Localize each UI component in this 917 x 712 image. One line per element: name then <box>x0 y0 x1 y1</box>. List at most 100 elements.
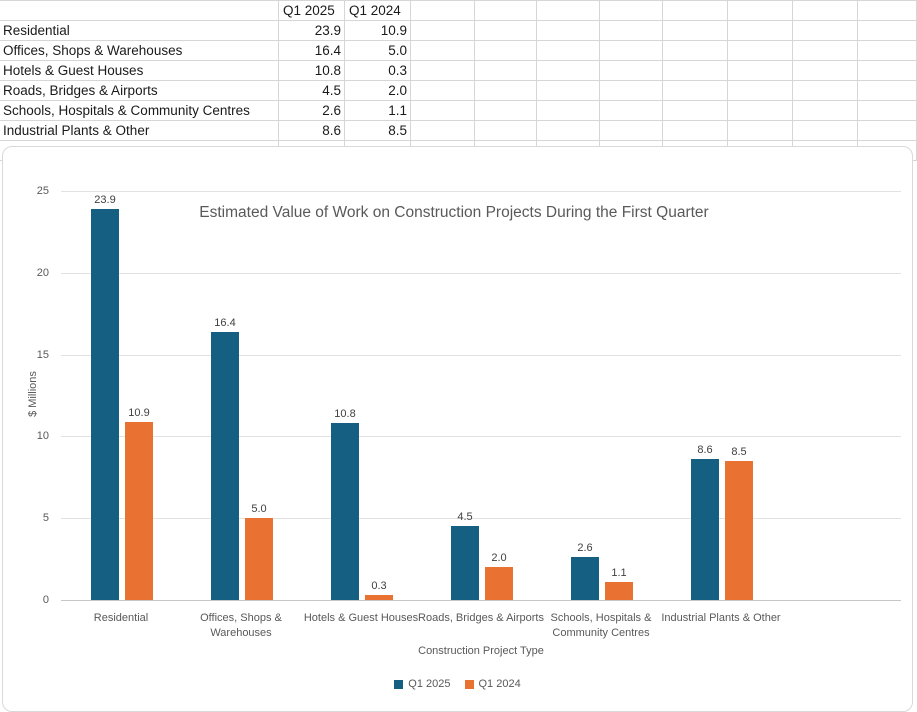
chart[interactable]: 0 5 10 15 20 25 23.9 16.4 10.8 4.5 2.6 8.6 10.9 5.0 0.… <box>2 146 913 712</box>
empty-cell[interactable] <box>858 41 917 61</box>
empty-cell[interactable] <box>537 81 600 101</box>
empty-cell[interactable] <box>728 81 793 101</box>
empty-cell[interactable] <box>663 121 728 141</box>
empty-cell[interactable] <box>537 61 600 81</box>
empty-cell[interactable] <box>793 101 858 121</box>
bar-q1-2024-residential[interactable] <box>125 421 153 600</box>
value-cell[interactable]: 10.9 <box>345 21 411 41</box>
row-label-cell[interactable]: Residential <box>0 21 279 41</box>
empty-cell[interactable] <box>411 101 475 121</box>
bar-q1-2025-industrial-plants-other[interactable] <box>691 459 719 600</box>
row-label-cell[interactable]: Hotels & Guest Houses <box>0 61 279 81</box>
empty-cell[interactable] <box>475 101 537 121</box>
empty-cell[interactable] <box>793 41 858 61</box>
bar-q1-2024-hotels-guest-houses[interactable] <box>365 595 393 600</box>
gridline <box>61 355 901 356</box>
empty-cell[interactable] <box>475 61 537 81</box>
empty-cell[interactable] <box>793 21 858 41</box>
column-header-cell[interactable]: Q1 2025 <box>279 1 345 21</box>
value-cell[interactable]: 8.6 <box>279 121 345 141</box>
empty-cell[interactable] <box>537 101 600 121</box>
data-label: 2.6 <box>577 542 593 555</box>
empty-cell[interactable] <box>663 61 728 81</box>
value-cell[interactable]: 8.5 <box>345 121 411 141</box>
legend: Q1 2025 Q1 2024 <box>3 678 912 691</box>
legend-item-q1-2025[interactable]: Q1 2025 <box>394 678 451 691</box>
empty-cell[interactable] <box>858 61 917 81</box>
empty-cell[interactable] <box>411 21 475 41</box>
bar-q1-2025-roads-bridges-airports[interactable] <box>451 526 479 600</box>
empty-cell[interactable] <box>600 81 663 101</box>
empty-cell[interactable] <box>600 121 663 141</box>
empty-cell[interactable] <box>537 21 600 41</box>
empty-cell[interactable] <box>537 1 600 21</box>
empty-cell[interactable] <box>793 61 858 81</box>
empty-cell[interactable] <box>600 61 663 81</box>
empty-cell[interactable] <box>728 101 793 121</box>
chart-title[interactable]: Estimated Value of Work on Construction … <box>199 204 709 221</box>
empty-cell[interactable] <box>475 1 537 21</box>
empty-cell[interactable] <box>858 81 917 101</box>
value-cell[interactable]: 4.5 <box>279 81 345 101</box>
value-cell[interactable]: 1.1 <box>345 101 411 121</box>
empty-cell[interactable] <box>411 1 475 21</box>
empty-cell[interactable] <box>663 41 728 61</box>
empty-cell[interactable] <box>663 101 728 121</box>
empty-cell[interactable] <box>728 41 793 61</box>
empty-cell[interactable] <box>728 121 793 141</box>
empty-cell[interactable] <box>600 41 663 61</box>
empty-cell[interactable] <box>475 41 537 61</box>
empty-cell[interactable] <box>728 21 793 41</box>
empty-cell[interactable] <box>475 21 537 41</box>
empty-cell[interactable] <box>793 81 858 101</box>
empty-cell[interactable] <box>411 121 475 141</box>
row-label-cell[interactable]: Roads, Bridges & Airports <box>0 81 279 101</box>
row-label-cell[interactable]: Schools, Hospitals & Community Centres <box>0 101 279 121</box>
empty-cell[interactable] <box>537 41 600 61</box>
value-cell[interactable]: 23.9 <box>279 21 345 41</box>
legend-item-q1-2024[interactable]: Q1 2024 <box>464 678 521 691</box>
value-cell[interactable]: 5.0 <box>345 41 411 61</box>
row-label-cell[interactable]: Offices, Shops & Warehouses <box>0 41 279 61</box>
empty-cell[interactable] <box>793 1 858 21</box>
value-cell[interactable]: 10.8 <box>279 61 345 81</box>
data-label: 4.5 <box>457 511 473 524</box>
bar-q1-2024-roads-bridges-airports[interactable] <box>485 567 513 600</box>
empty-cell[interactable] <box>728 61 793 81</box>
value-cell[interactable]: 2.6 <box>279 101 345 121</box>
empty-cell[interactable] <box>537 121 600 141</box>
bar-q1-2025-schools-hospitals-community-centres[interactable] <box>571 557 599 600</box>
value-cell[interactable]: 16.4 <box>279 41 345 61</box>
value-cell[interactable]: 0.3 <box>345 61 411 81</box>
gridline <box>61 273 901 274</box>
empty-cell[interactable] <box>663 1 728 21</box>
empty-cell[interactable] <box>411 61 475 81</box>
row-label-cell[interactable]: Industrial Plants & Other <box>0 121 279 141</box>
bar-q1-2024-schools-hospitals-community-centres[interactable] <box>605 582 633 600</box>
empty-cell[interactable] <box>858 101 917 121</box>
empty-cell[interactable] <box>475 81 537 101</box>
empty-cell[interactable] <box>728 1 793 21</box>
empty-cell[interactable] <box>600 21 663 41</box>
bar-q1-2025-offices-shops-warehouses[interactable] <box>211 331 239 600</box>
x-axis-title[interactable]: Construction Project Type <box>418 645 544 657</box>
empty-cell[interactable] <box>663 21 728 41</box>
empty-cell[interactable] <box>663 81 728 101</box>
empty-cell[interactable] <box>793 121 858 141</box>
column-header-cell[interactable]: Q1 2024 <box>345 1 411 21</box>
bar-q1-2025-residential[interactable] <box>91 208 119 600</box>
empty-cell[interactable] <box>600 101 663 121</box>
empty-cell[interactable] <box>858 1 917 21</box>
y-axis-title[interactable]: $ Millions <box>27 371 39 417</box>
empty-cell[interactable] <box>858 21 917 41</box>
empty-cell[interactable] <box>411 81 475 101</box>
empty-cell[interactable] <box>475 121 537 141</box>
bar-q1-2025-hotels-guest-houses[interactable] <box>331 423 359 600</box>
empty-cell[interactable] <box>600 1 663 21</box>
empty-cell[interactable] <box>858 121 917 141</box>
bar-q1-2024-offices-shops-warehouses[interactable] <box>245 518 273 600</box>
bar-q1-2024-industrial-plants-other[interactable] <box>725 460 753 600</box>
empty-cell[interactable] <box>411 41 475 61</box>
value-cell[interactable]: 2.0 <box>345 81 411 101</box>
empty-cell[interactable] <box>0 1 279 21</box>
